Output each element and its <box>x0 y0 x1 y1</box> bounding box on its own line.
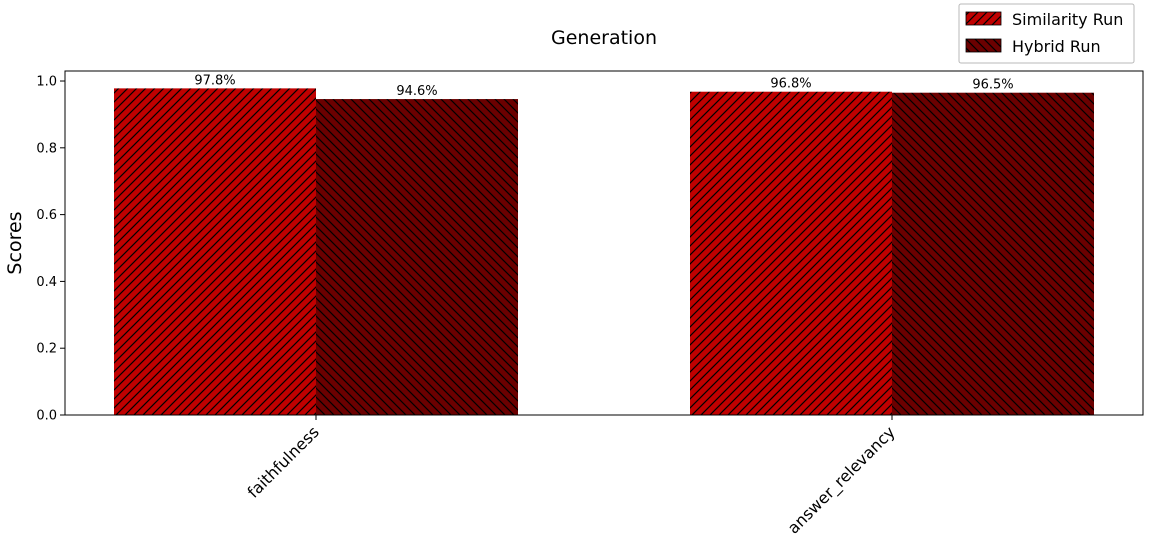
legend: Similarity Run Hybrid Run <box>958 3 1135 64</box>
y-tick-label: 0.4 <box>36 275 57 290</box>
bar-similarity-answer_relevancy <box>690 91 892 416</box>
y-tick-label: 0.2 <box>36 342 57 357</box>
legend-swatch-hybrid <box>965 38 1002 53</box>
legend-frame <box>958 3 1135 64</box>
x-tick-label: faithfulness <box>244 422 323 501</box>
y-axis: 0.0 0.2 0.4 0.6 0.8 1.0 <box>36 75 65 424</box>
x-tick-label: answer_relevancy <box>784 422 900 538</box>
y-axis-label: Scores <box>4 211 26 274</box>
legend-label-hybrid: Hybrid Run <box>1012 37 1101 56</box>
bar-value-label: 94.6% <box>396 84 437 99</box>
bar-hybrid-answer_relevancy <box>892 92 1094 415</box>
x-axis: faithfulness answer_relevancy <box>244 415 900 538</box>
y-tick-label: 0.0 <box>36 409 57 424</box>
bar-hybrid-faithfulness <box>316 99 518 415</box>
plot-frame <box>64 70 1144 416</box>
plot-area: 97.8%94.6% 96.8% 96.5% 0.00.20.40.60.81.0 … <box>36 70 1144 538</box>
legend-label-similarity: Similarity Run <box>1012 10 1123 29</box>
bar-value-label: 96.8% <box>770 77 811 92</box>
chart-title: Generation <box>551 27 657 49</box>
legend-swatch-similarity <box>965 11 1002 26</box>
y-tick-label: 0.8 <box>36 141 57 156</box>
bar-value-label: 96.5% <box>972 78 1013 93</box>
y-tick-label: 1.0 <box>36 75 57 90</box>
bar-value-label: 97.8% <box>194 73 235 88</box>
bar-similarity-faithfulness <box>114 88 316 415</box>
y-tick-label: 0.6 <box>36 208 57 223</box>
